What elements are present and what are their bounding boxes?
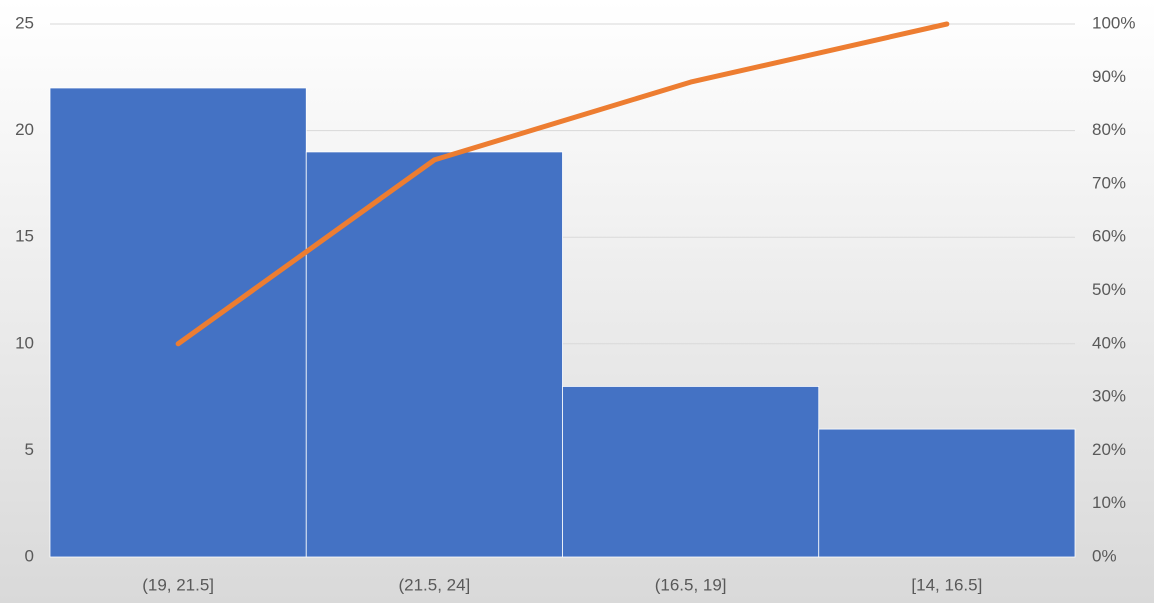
y2-tick-label: 10% [1092, 493, 1126, 512]
y2-tick-label: 70% [1092, 173, 1126, 192]
y-tick-label: 0 [25, 546, 34, 565]
y2-tick-label: 80% [1092, 120, 1126, 139]
y-tick-label: 15 [15, 227, 34, 246]
cumulative-line [175, 21, 950, 347]
x-tick-label: [14, 16.5] [911, 575, 982, 594]
y2-tick-label: 0% [1092, 546, 1117, 565]
bar [818, 428, 1076, 558]
y2-tick-label: 30% [1092, 387, 1126, 406]
y2-tick-label: 100% [1092, 13, 1135, 32]
y2-tick-label: 20% [1092, 440, 1126, 459]
y2-tick-label: 90% [1092, 67, 1126, 86]
x-tick-label: (21.5, 24] [398, 575, 470, 594]
y2-tick-label: 40% [1092, 333, 1126, 352]
y2-tick-label: 60% [1092, 227, 1126, 246]
bar [562, 386, 820, 558]
y-tick-label: 25 [15, 13, 34, 32]
x-tick-label: (16.5, 19] [655, 575, 727, 594]
bar [305, 151, 563, 558]
x-tick-label: (19, 21.5] [142, 575, 214, 594]
y-tick-label: 20 [15, 120, 34, 139]
y-tick-label: 10 [15, 333, 34, 352]
bar [49, 87, 307, 558]
y-tick-label: 5 [25, 440, 34, 459]
y2-tick-label: 50% [1092, 280, 1126, 299]
